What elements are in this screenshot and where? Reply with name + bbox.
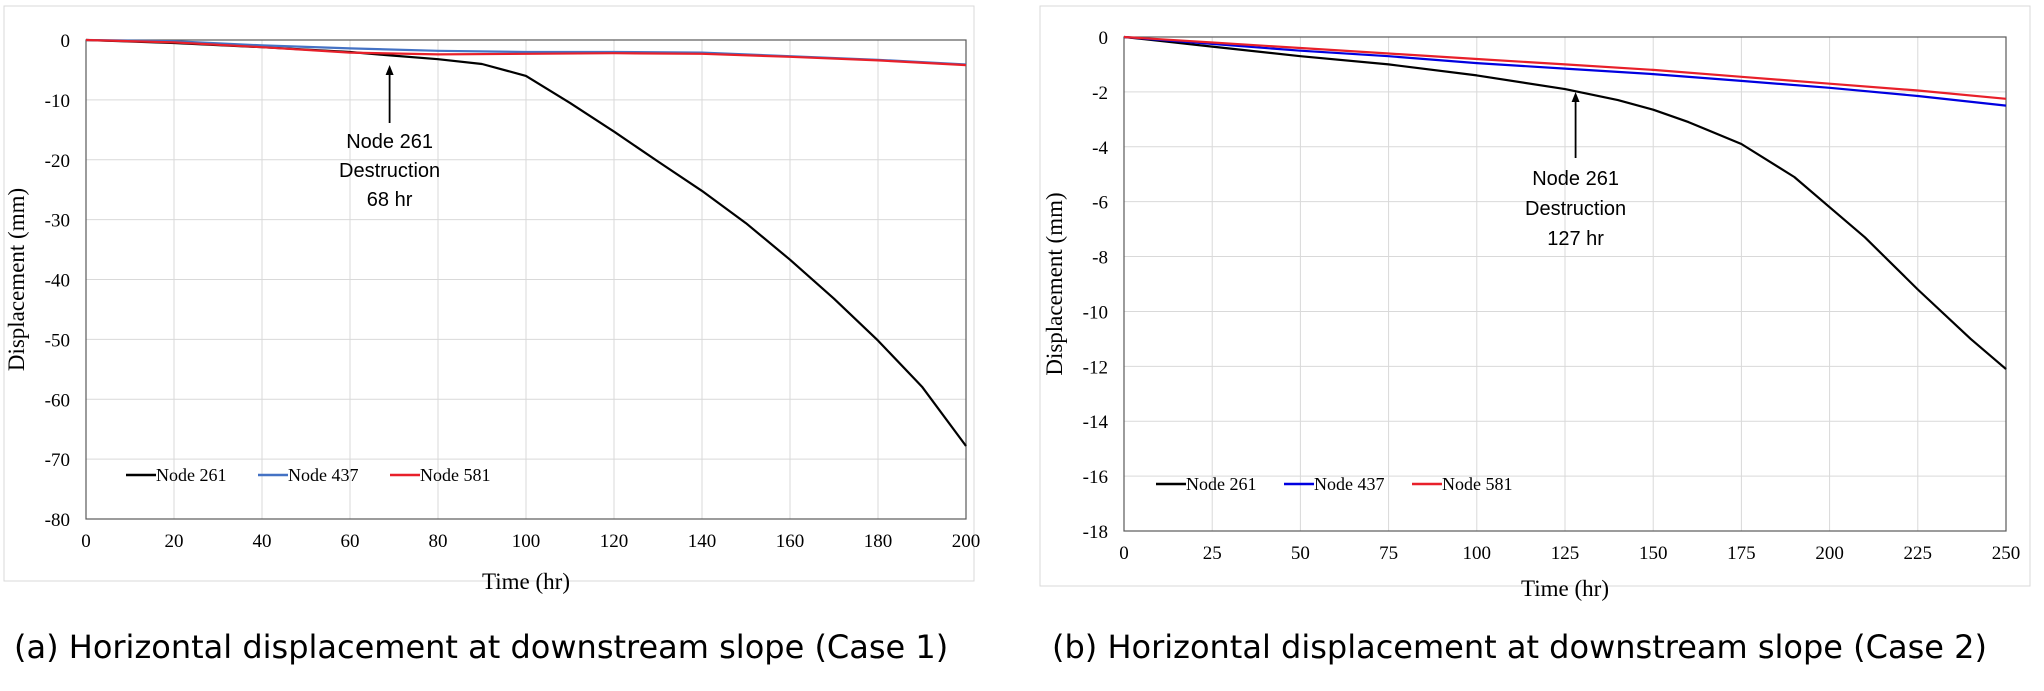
x-tick-label: 250 (1992, 543, 2021, 564)
x-tick-label: 200 (952, 531, 981, 552)
chart-frame (1039, 5, 2031, 587)
y-axis-label: Displacement (mm) (1042, 192, 1067, 375)
x-tick-label: 125 (1551, 543, 1580, 564)
annotation-text: Node 261 (346, 131, 433, 153)
legend-label-node-261: Node 261 (1186, 474, 1257, 494)
y-tick-label: -2 (1092, 83, 1108, 104)
y-tick-label: -10 (1083, 302, 1108, 323)
y-tick-label: 0 (1099, 28, 1109, 49)
chart-case-2: 0 25 50 75 100 125 150 175 200 225 250 0 -2 -4 -6 -8 -10… (1039, 5, 2031, 666)
x-tick-label: 0 (1119, 543, 1129, 564)
x-tick-label: 40 (253, 531, 272, 552)
series-line-node-261 (1123, 35, 2007, 370)
y-tick-label: -40 (45, 271, 70, 292)
legend-label-node-437: Node 437 (1314, 474, 1385, 494)
x-tick-label: 175 (1727, 543, 1756, 564)
annotation-arrowhead (385, 65, 394, 75)
y-tick-label: -70 (45, 450, 70, 471)
x-tick-label: 50 (1291, 543, 1310, 564)
plot-area (1123, 36, 2007, 532)
figure-caption: (a) Horizontal displacement at downstrea… (14, 628, 948, 666)
legend-label-node-581: Node 581 (420, 465, 491, 485)
y-tick-label: -4 (1092, 138, 1108, 159)
x-tick-label: 100 (512, 531, 541, 552)
y-tick-label: -16 (1083, 467, 1108, 488)
y-tick-label: -12 (1083, 357, 1108, 378)
x-tick-label: 20 (165, 531, 184, 552)
x-axis-label: Time (hr) (482, 569, 570, 594)
annotation-arrowhead (1571, 92, 1580, 102)
legend-label-node-581: Node 581 (1442, 474, 1513, 494)
y-tick-label: -6 (1092, 193, 1108, 214)
series-line-node-581 (1123, 35, 2007, 100)
x-tick-label: 200 (1815, 543, 1844, 564)
series-line-node-581 (85, 38, 967, 67)
legend-label-node-437: Node 437 (288, 465, 359, 485)
chart-case-1: 0 20 40 60 80 100 120 140 160 180 200 0 -10 -20 -30 -40… (3, 5, 981, 666)
series-line-node-437 (1123, 35, 2007, 107)
y-tick-label: -30 (45, 211, 70, 232)
annotation-text: 127 hr (1547, 228, 1604, 250)
y-tick-label: -50 (45, 330, 70, 351)
annotation-text: 68 hr (367, 189, 413, 211)
plot-area (85, 39, 967, 520)
y-axis-label: Displacement (mm) (4, 188, 29, 371)
legend-label-node-261: Node 261 (156, 465, 227, 485)
x-tick-label: 25 (1203, 543, 1222, 564)
annotation-text: Destruction (339, 160, 440, 182)
x-tick-label: 120 (600, 531, 629, 552)
x-tick-label: 0 (81, 531, 91, 552)
x-tick-label: 225 (1904, 543, 1933, 564)
y-tick-label: -60 (45, 390, 70, 411)
x-tick-label: 140 (688, 531, 717, 552)
x-tick-label: 100 (1463, 543, 1492, 564)
y-tick-label: -20 (45, 151, 70, 172)
x-tick-label: 160 (776, 531, 805, 552)
y-tick-label: -8 (1092, 248, 1108, 269)
y-tick-label: -18 (1083, 522, 1108, 543)
x-tick-label: 60 (341, 531, 360, 552)
x-tick-label: 150 (1639, 543, 1668, 564)
x-tick-label: 80 (429, 531, 448, 552)
x-tick-label: 75 (1379, 543, 1398, 564)
y-tick-label: 0 (61, 31, 71, 52)
figure-caption: (b) Horizontal displacement at downstrea… (1052, 628, 1987, 666)
x-tick-label: 180 (864, 531, 893, 552)
y-tick-label: -10 (45, 91, 70, 112)
y-tick-label: -80 (45, 510, 70, 531)
y-tick-label: -14 (1083, 412, 1109, 433)
chart-frame (3, 5, 975, 582)
annotation-text: Node 261 (1532, 168, 1619, 190)
x-axis-label: Time (hr) (1521, 576, 1609, 601)
annotation-text: Destruction (1525, 198, 1626, 220)
